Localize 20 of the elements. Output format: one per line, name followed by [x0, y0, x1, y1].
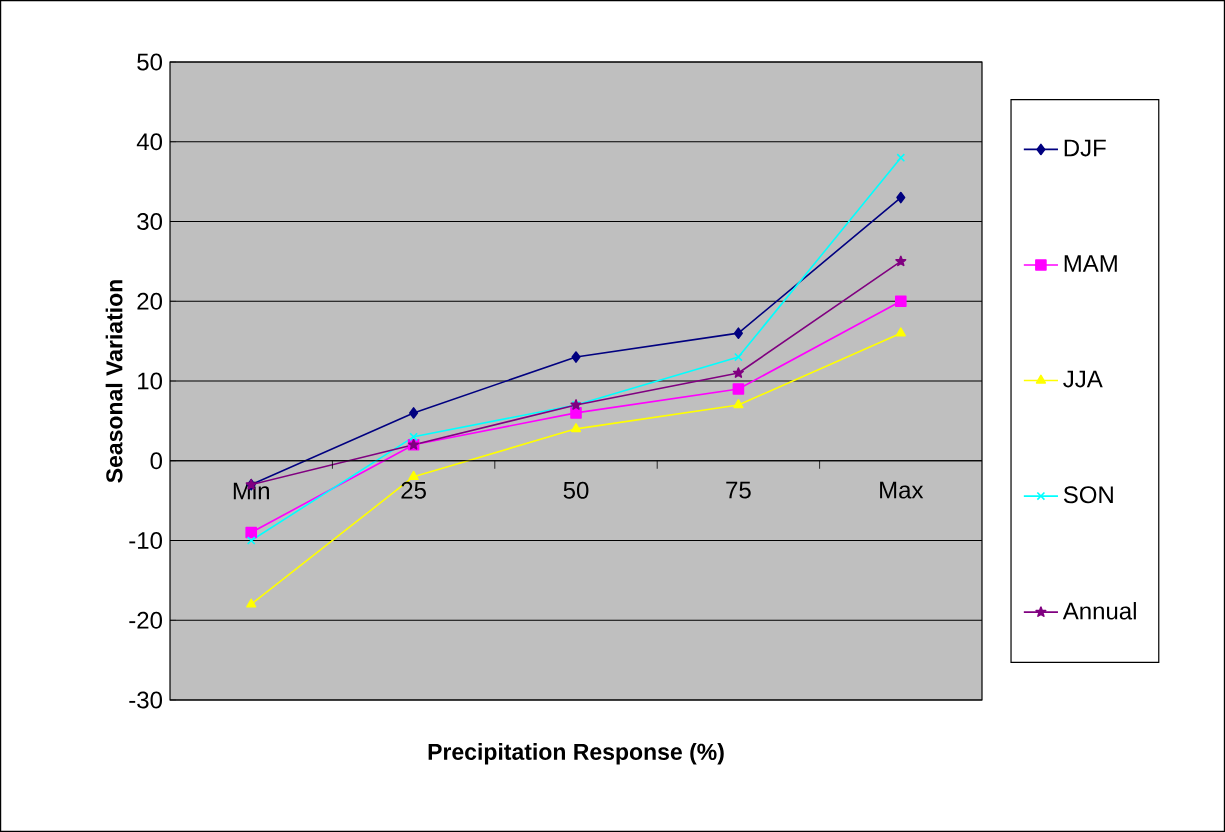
y-tick-label: -30 [129, 691, 163, 709]
x-tick-label: Max [880, 481, 924, 499]
x-tick-label: 50 [563, 481, 589, 499]
y-tick-label: -20 [129, 611, 163, 629]
legend-label: MAM [1064, 255, 1117, 272]
y-tick-label: -10 [129, 532, 163, 549]
legend-label: DJF [1064, 139, 1106, 157]
y-tick-label: 20 [137, 292, 163, 310]
y-tick-label: 10 [138, 372, 163, 390]
x-tick-label: 75 [726, 481, 751, 499]
legend-label: Annual [1062, 601, 1136, 620]
x-axis-title: Precipitation Response (%) [428, 743, 724, 765]
y-tick-label: 0 [150, 452, 163, 470]
x-tick-label: 25 [401, 481, 426, 499]
y-tick-label: 40 [136, 133, 163, 151]
legend-label: SON [1063, 486, 1113, 504]
y-axis-title: Seasonal Variation [105, 280, 123, 483]
y-tick-label: 50 [137, 53, 163, 71]
y-tick-label: 30 [137, 213, 163, 230]
legend-label: JJA [1063, 370, 1103, 388]
